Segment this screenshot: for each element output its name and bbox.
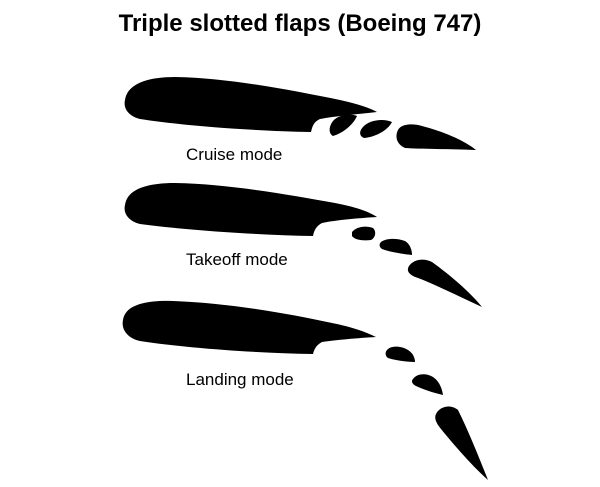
takeoff-slat-2 (380, 239, 412, 255)
takeoff-mode-label: Takeoff mode (186, 250, 288, 270)
cruise-slat-1 (330, 115, 357, 136)
takeoff-configuration (125, 183, 482, 307)
landing-main-wing (123, 301, 376, 354)
cruise-slat-2 (360, 120, 392, 138)
landing-configuration (123, 301, 488, 480)
landing-slat-1 (386, 347, 415, 362)
cruise-flap-3 (396, 124, 476, 150)
cruise-mode-label: Cruise mode (186, 145, 282, 165)
takeoff-flap-3 (408, 260, 482, 307)
landing-flap-3 (435, 407, 488, 480)
landing-mode-label: Landing mode (186, 370, 294, 390)
takeoff-slat-1 (352, 227, 375, 241)
landing-slat-2 (412, 374, 443, 395)
takeoff-main-wing (125, 183, 377, 236)
cruise-configuration (125, 77, 476, 150)
